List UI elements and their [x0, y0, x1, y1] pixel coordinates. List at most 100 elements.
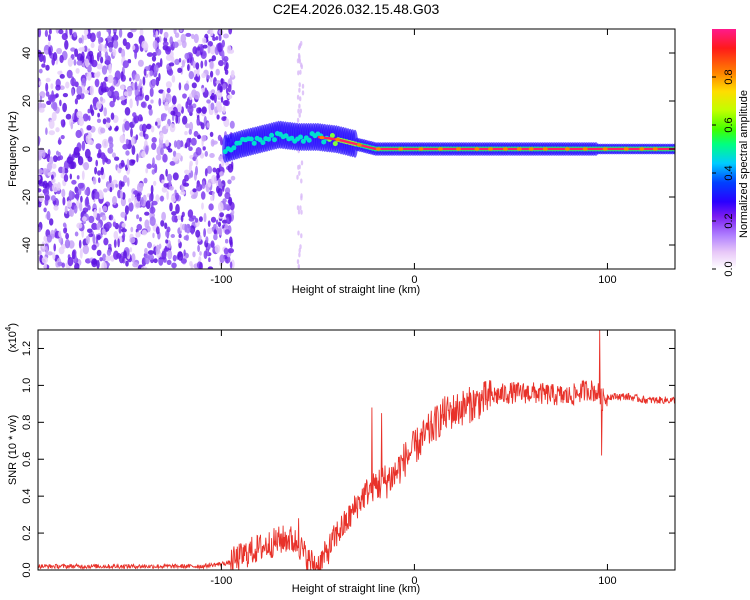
noise-blob	[40, 243, 46, 252]
noise-blob	[101, 65, 108, 75]
noise-blob	[96, 101, 102, 110]
noise-streak	[299, 244, 302, 250]
noise-blob	[94, 72, 97, 78]
snr-frame	[37, 329, 676, 571]
noise-blob	[105, 255, 111, 262]
noise-blob	[91, 258, 98, 268]
noise-blob	[155, 30, 159, 38]
noise-blob	[192, 46, 198, 55]
noise-blob	[108, 175, 112, 184]
noise-blob	[131, 159, 136, 164]
noise-blob	[178, 58, 182, 63]
signal-peak-dot	[623, 147, 629, 151]
signal-core	[231, 145, 237, 151]
noise-blob	[107, 41, 114, 49]
noise-blob	[153, 64, 159, 74]
noise-blob	[96, 249, 102, 257]
noise-blob	[188, 121, 194, 132]
noise-blob	[62, 196, 66, 206]
noise-blob	[66, 156, 74, 164]
noise-blob	[45, 91, 50, 97]
noise-blob	[131, 192, 135, 201]
noise-blob	[207, 266, 214, 269]
noise-blob	[224, 69, 229, 75]
noise-blob	[71, 179, 77, 185]
noise-streak	[299, 108, 302, 114]
noise-blob	[67, 256, 74, 267]
noise-blob	[201, 135, 207, 142]
noise-blob	[201, 37, 207, 44]
noise-blob	[88, 50, 94, 57]
noise-blob	[51, 174, 54, 180]
noise-blob	[221, 39, 225, 48]
noise-blob	[76, 222, 83, 229]
noise-blob	[213, 223, 217, 230]
noise-blob	[167, 148, 173, 153]
noise-blob	[149, 87, 154, 98]
noise-blob	[185, 234, 189, 241]
noise-blob	[180, 258, 187, 264]
noise-blob	[169, 36, 173, 45]
noise-blob	[223, 33, 229, 39]
signal-core	[306, 137, 312, 143]
noise-blob	[204, 150, 208, 157]
noise-blob	[218, 29, 224, 35]
noise-blob	[86, 71, 92, 81]
snr-xlabel: Height of straight line (km)	[292, 583, 420, 595]
noise-blob	[139, 29, 144, 37]
noise-blob	[38, 175, 41, 181]
noise-blob	[108, 243, 112, 248]
noise-blob	[229, 120, 235, 129]
colorbar-tick-label: 0.8	[723, 69, 735, 84]
noise-blob	[228, 29, 233, 35]
noise-blob	[38, 250, 42, 256]
noise-blob	[141, 266, 148, 269]
noise-blob	[126, 158, 130, 169]
noise-blob	[189, 93, 193, 101]
noise-blob	[165, 123, 169, 130]
noise-blob	[142, 194, 147, 204]
noise-blob	[92, 176, 97, 185]
noise-blob	[45, 64, 50, 71]
noise-blob	[135, 231, 141, 238]
noise-blob	[49, 156, 54, 165]
noise-blob	[218, 178, 222, 189]
noise-blob	[52, 183, 59, 193]
noise-blob	[108, 63, 112, 74]
noise-blob	[132, 73, 136, 81]
noise-blob	[62, 166, 65, 175]
noise-blob	[209, 61, 214, 69]
snr-axes: -100 0 100 0.0 0.2 0.4 0.6 0.8 1.0 1.2	[21, 330, 675, 587]
noise-blob	[218, 34, 222, 42]
noise-blob	[216, 114, 220, 120]
noise-blob	[215, 80, 221, 85]
noise-blob	[61, 262, 65, 268]
noise-blob	[78, 37, 83, 44]
noise-blob	[55, 84, 61, 91]
noise-blob	[155, 154, 162, 161]
noise-blob	[158, 89, 165, 94]
noise-blob	[67, 57, 73, 67]
noise-blob	[199, 152, 205, 159]
noise-blob	[215, 219, 219, 225]
noise-blob	[201, 202, 204, 210]
noise-blob	[115, 125, 119, 131]
noise-blob	[115, 183, 118, 188]
colorbar-tick-label: 0.4	[723, 165, 735, 180]
noise-blob	[206, 227, 213, 234]
noise-blob	[43, 55, 46, 64]
colorbar-tick-label: 0.2	[723, 213, 735, 228]
noise-blob	[84, 197, 90, 207]
noise-blob	[200, 43, 204, 53]
noise-blob	[171, 214, 177, 223]
noise-streak	[300, 62, 303, 68]
noise-blob	[130, 226, 134, 233]
noise-blob	[213, 233, 218, 241]
noise-blob	[133, 115, 139, 124]
noise-blob	[101, 81, 107, 90]
signal-core	[260, 140, 266, 146]
noise-blob	[141, 229, 147, 236]
noise-blob	[190, 137, 197, 146]
noise-blob	[137, 114, 143, 122]
noise-blob	[38, 29, 42, 38]
